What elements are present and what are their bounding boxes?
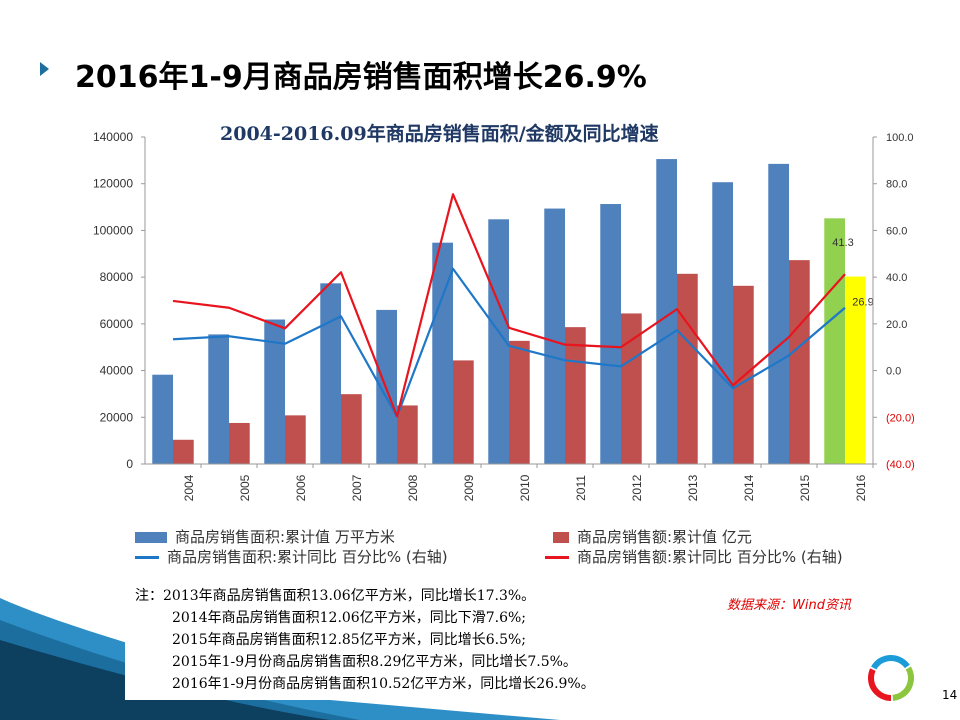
area-bar bbox=[544, 208, 565, 464]
area-bar bbox=[768, 163, 789, 465]
title-bullet-icon bbox=[40, 62, 49, 76]
legend-label-sales-line: 商品房销售额:累计同比 百分比% (右轴) bbox=[577, 548, 843, 566]
legend-swatch-area-line bbox=[135, 556, 159, 559]
note-line: 注：2013年商品房销售面积13.06亿平方米，同比增长17.3%。 bbox=[135, 588, 536, 604]
x-axis-tick-label: 2004 bbox=[182, 474, 196, 501]
legend-label-area-line: 商品房销售面积:累计同比 百分比% (右轴) bbox=[167, 548, 448, 566]
note-line: 2016年1-9月份商品房销售面积10.52亿平方米，同比增长26.9%。 bbox=[172, 676, 595, 692]
x-axis-tick-label: 2008 bbox=[406, 474, 420, 501]
area-bar bbox=[488, 219, 509, 464]
left-axis-tick-label: 140000 bbox=[93, 130, 133, 144]
left-axis-tick-label: 40000 bbox=[100, 364, 134, 378]
x-axis-tick-label: 2009 bbox=[462, 474, 476, 501]
left-axis-tick-label: 60000 bbox=[100, 317, 134, 331]
slide-title: 2016年1-9月商品房销售面积增长26.9% bbox=[75, 60, 647, 95]
sales-bar bbox=[229, 422, 250, 464]
x-axis-tick-label: 2016 bbox=[854, 474, 868, 501]
sales-bar bbox=[845, 276, 866, 464]
data-label: 26.9 bbox=[852, 297, 873, 309]
company-logo-icon bbox=[868, 655, 914, 701]
area-bar bbox=[712, 182, 733, 464]
left-axis-tick-label: 120000 bbox=[93, 177, 133, 191]
right-axis-tick-label: (40.0) bbox=[886, 459, 915, 471]
legend-swatch-area-bar bbox=[135, 532, 167, 543]
sales-bar bbox=[397, 405, 418, 464]
sales-bar bbox=[453, 360, 474, 464]
legend-item-sales-line: 商品房销售额:累计同比 百分比% (右轴) bbox=[545, 546, 843, 567]
x-axis-tick-label: 2013 bbox=[686, 474, 700, 501]
right-axis-tick-label: 80.0 bbox=[886, 179, 907, 191]
x-axis-tick-label: 2015 bbox=[798, 474, 812, 501]
area-bar bbox=[600, 204, 621, 465]
chart-title: 2004-2016.09年商品房销售面积/金额及同比增速 bbox=[220, 123, 659, 145]
x-axis-tick-label: 2010 bbox=[518, 474, 532, 501]
note-line: 2015年1-9月份商品房销售面积8.29亿平方米，同比增长7.5%。 bbox=[172, 654, 577, 670]
x-axis-tick-label: 2005 bbox=[238, 474, 252, 501]
notes-block: 注：2013年商品房销售面积13.06亿平方米，同比增长17.3%。 2014年… bbox=[135, 585, 595, 695]
right-axis-tick-label: (20.0) bbox=[886, 412, 915, 424]
sales-bar bbox=[509, 340, 530, 464]
right-axis-tick-label: 0.0 bbox=[886, 366, 901, 378]
area-bar bbox=[320, 283, 341, 464]
area-bar bbox=[824, 218, 845, 464]
x-axis-tick-label: 2012 bbox=[630, 474, 644, 501]
legend-swatch-sales-bar bbox=[553, 532, 569, 543]
legend-item-area-bar: 商品房销售面积:累计值 万平方米 bbox=[135, 526, 395, 547]
sales-bar bbox=[341, 394, 362, 464]
note-line: 2014年商品房销售面积12.06亿平方米，同比下滑7.6%; bbox=[172, 610, 526, 626]
left-axis-tick-label: 20000 bbox=[100, 410, 134, 424]
sales-bar bbox=[789, 260, 810, 464]
right-axis-tick-label: 20.0 bbox=[886, 319, 907, 331]
data-source: 数据来源：Wind资讯 bbox=[727, 598, 851, 613]
right-axis-tick-label: 40.0 bbox=[886, 272, 907, 284]
area-bar bbox=[152, 374, 173, 464]
x-axis-tick-label: 2006 bbox=[294, 474, 308, 501]
x-axis-tick-label: 2007 bbox=[350, 474, 364, 501]
legend-item-area-line: 商品房销售面积:累计同比 百分比% (右轴) bbox=[135, 546, 448, 567]
right-axis-tick-label: 60.0 bbox=[886, 225, 907, 237]
sales-bar bbox=[621, 313, 642, 464]
x-axis-tick-label: 2014 bbox=[742, 474, 756, 501]
area-bar bbox=[432, 242, 453, 464]
left-axis-tick-label: 80000 bbox=[100, 270, 134, 284]
data-label: 41.3 bbox=[832, 237, 853, 249]
right-axis-tick-label: 100.0 bbox=[886, 132, 914, 144]
area-bar bbox=[656, 159, 677, 464]
sales-bar bbox=[173, 439, 194, 464]
legend-swatch-sales-line bbox=[545, 556, 569, 559]
sales-bar bbox=[285, 415, 306, 464]
legend-label-sales-bar: 商品房销售额:累计值 亿元 bbox=[577, 528, 752, 546]
note-line: 2015年商品房销售面积12.85亿平方米，同比增长6.5%; bbox=[172, 632, 526, 648]
left-axis-tick-label: 0 bbox=[126, 457, 133, 471]
legend-label-area-bar: 商品房销售面积:累计值 万平方米 bbox=[175, 528, 395, 546]
legend-item-sales-bar: 商品房销售额:累计值 亿元 bbox=[553, 526, 752, 547]
left-axis-tick-label: 100000 bbox=[93, 223, 133, 237]
area-bar bbox=[264, 319, 285, 464]
sales-bar bbox=[677, 273, 698, 464]
page-number: 14 bbox=[942, 688, 958, 702]
area-bar bbox=[208, 334, 229, 464]
sales-bar bbox=[565, 327, 586, 464]
x-axis-tick-label: 2011 bbox=[574, 475, 588, 501]
